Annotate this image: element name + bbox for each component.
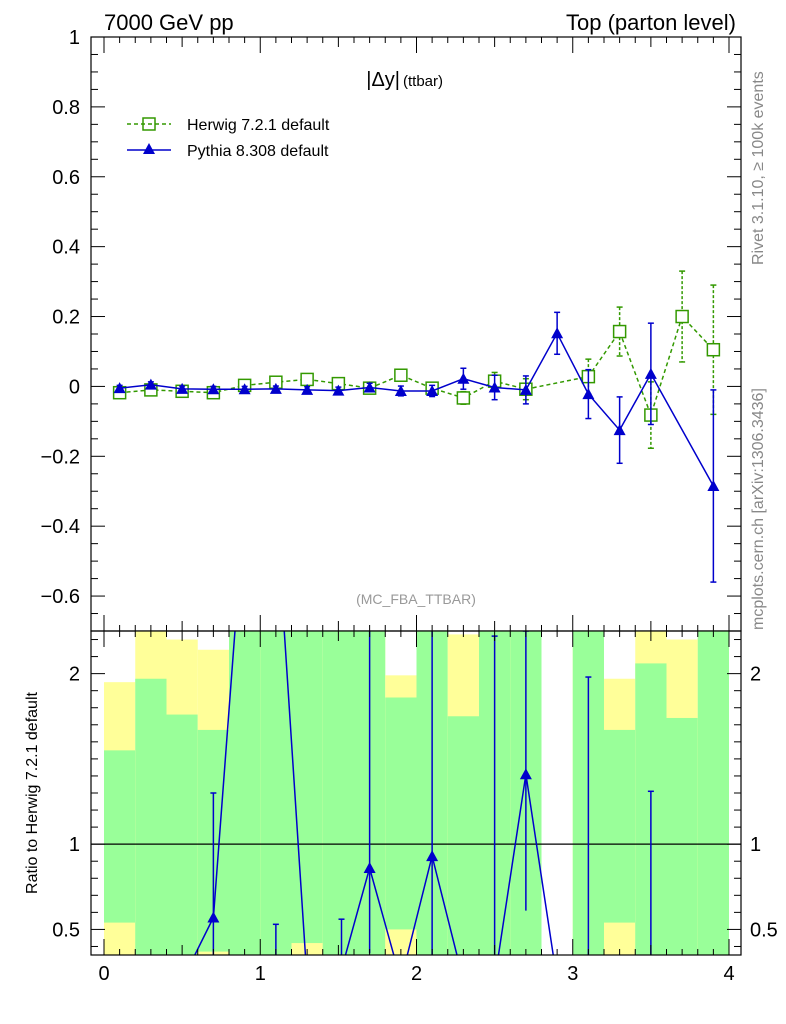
band-green (322, 631, 354, 955)
data-point-marker (707, 479, 720, 491)
x-tick-label: 1 (255, 963, 266, 985)
data-point-marker (675, 309, 689, 324)
data-point-marker (332, 384, 345, 396)
ratio-y-axis-label: Ratio to Herwig 7.2.1 default (24, 692, 41, 894)
data-point-marker (706, 342, 721, 357)
band-green (291, 631, 323, 955)
ratio-y-tick-label: 0.5 (52, 919, 80, 941)
data-point-marker (612, 324, 627, 339)
ratio-panel-content: 2 2 1 1 0.5 0.5 0 1 2 3 4 (52, 630, 778, 985)
data-point-marker (394, 368, 408, 382)
data-point-marker (207, 383, 220, 395)
ratio-series-pythia (193, 631, 654, 955)
data-point-marker (457, 372, 470, 384)
data-point-marker (519, 383, 532, 395)
y-tick-label: 0.8 (52, 97, 80, 119)
band-green (260, 631, 292, 955)
ratio-x-axis: 0 1 2 3 4 (98, 631, 735, 985)
ratio-point-marker (363, 862, 376, 874)
band-green (104, 750, 136, 955)
data-point-marker (300, 372, 314, 387)
band-green (447, 716, 479, 955)
ratio-line (193, 631, 554, 955)
y-tick-label: 0 (69, 376, 80, 398)
ratio-y-tick-label-right: 1 (750, 834, 761, 856)
y-tick-label: 1 (69, 27, 80, 49)
legend-herwig-marker (142, 117, 156, 131)
y-tick-label: −0.2 (41, 446, 80, 468)
legend-pythia-label: Pythia 8.308 default (187, 143, 329, 160)
mcplots-label: mcplots.cern.ch [arXiv:1306.3436] (750, 388, 767, 630)
band-green (666, 717, 698, 955)
plot-title-subscript: (ttbar) (403, 73, 443, 90)
band-green (604, 729, 636, 955)
ratio-y-tick-label-right: 0.5 (750, 919, 778, 941)
data-point-marker (394, 384, 407, 396)
y-tick-label: 0.4 (52, 237, 80, 259)
y-tick-label: −0.4 (41, 516, 80, 538)
y-tick-label: −0.6 (41, 586, 80, 608)
data-point-marker (582, 388, 595, 400)
data-point-marker (269, 382, 282, 394)
y-tick-label: 0.6 (52, 167, 80, 189)
analysis-watermark: (MC_FBA_TTBAR) (356, 591, 476, 607)
data-point-marker (551, 327, 564, 339)
band-green (385, 697, 417, 955)
uncertainty-bands (104, 631, 729, 955)
data-point-marker (176, 382, 189, 394)
legend-pythia-marker (143, 143, 155, 154)
band-green (166, 714, 198, 955)
main-panel-content: 1 0.8 0.6 0.4 0.2 0 −0.2 −0.4 −0.6 (41, 27, 742, 632)
ratio-y-tick-label: 2 (69, 664, 80, 686)
data-point-marker (113, 382, 126, 394)
data-point-marker (613, 424, 626, 436)
ratio-y-tick-label-right: 2 (750, 664, 761, 686)
data-point-marker (488, 381, 501, 393)
band-green (697, 631, 729, 955)
series-pythia (113, 311, 720, 583)
x-tick-label: 0 (98, 963, 109, 985)
data-point-marker (238, 383, 251, 395)
data-point-marker (456, 391, 471, 405)
ratio-point-marker (426, 850, 439, 862)
data-point-marker (644, 367, 657, 379)
y-tick-label: 0.2 (52, 307, 80, 329)
data-point-marker (426, 384, 439, 396)
ratio-y-axis: 2 2 1 1 0.5 0.5 (52, 639, 778, 947)
main-x-axis (103, 37, 730, 631)
main-y-axis: 1 0.8 0.6 0.4 0.2 0 −0.2 −0.4 −0.6 (41, 27, 741, 632)
ratio-panel: 2 2 1 1 0.5 0.5 0 1 2 3 4 Ratio to Herwig 7.2.1 de… (24, 630, 778, 985)
legend: Herwig 7.2.1 default Pythia 8.308 defaul… (127, 117, 330, 160)
rivet-label: Rivet 3.1.10, ≥ 100k events (750, 71, 767, 265)
data-point-marker (301, 383, 314, 395)
ratio-data-layer (91, 631, 741, 955)
header-left-label: 7000 GeV pp (104, 10, 234, 35)
band-green (135, 678, 167, 955)
ratio-point-marker (207, 911, 220, 923)
legend-herwig-label: Herwig 7.2.1 default (187, 117, 330, 134)
plot-title: |Δy| (366, 69, 400, 91)
x-tick-label: 2 (411, 963, 422, 985)
data-point-marker (363, 381, 376, 393)
x-tick-label: 3 (567, 963, 578, 985)
x-tick-label: 4 (723, 963, 734, 985)
data-point-marker (144, 378, 157, 390)
main-data-layer (112, 270, 721, 583)
ratio-y-tick-label: 1 (69, 834, 80, 856)
main-panel: |Δy| (ttbar) (MC_FBA_TTBAR) 1 0.8 0.6 0.4 0.… (41, 27, 742, 632)
band-green (229, 631, 261, 955)
header-right-label: Top (parton level) (566, 10, 736, 35)
ratio-point-marker (519, 768, 532, 780)
